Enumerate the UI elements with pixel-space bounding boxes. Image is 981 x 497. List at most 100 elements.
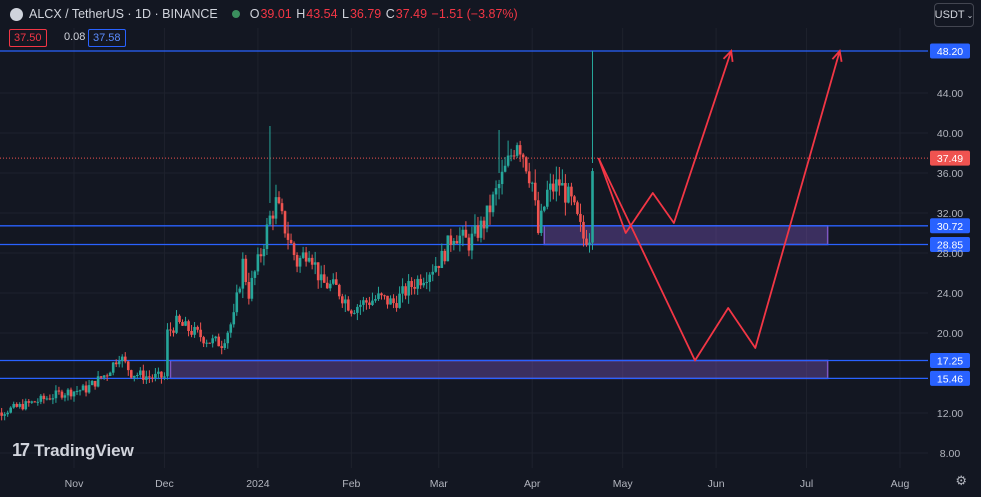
price-tick-label: 28.85 <box>937 240 963 252</box>
candle-body <box>244 258 248 282</box>
low-value: 36.79 <box>349 7 382 21</box>
candle-body <box>419 278 422 286</box>
tradingview-logo[interactable]: 17 TradingView <box>12 440 134 461</box>
candle-body <box>18 403 22 407</box>
zones <box>169 225 829 380</box>
price-tick-label: 24.00 <box>937 288 963 300</box>
time-tick-label: Apr <box>524 478 541 490</box>
candle-body <box>374 299 377 301</box>
candle-body <box>552 183 555 192</box>
time-axis[interactable]: Nov Dec 2024 Feb Mar Apr May Jun Jul Aug <box>65 478 910 490</box>
candle-body <box>208 342 211 344</box>
time-tick-label: Jul <box>800 478 813 490</box>
candle-body <box>398 293 401 308</box>
chart-header: ALCX / TetherUS · 1D · BINANCE O39.01 H4… <box>0 0 519 28</box>
candle-body <box>536 200 540 233</box>
currency-label: USDT <box>934 9 965 21</box>
level-price-tag <box>930 218 970 234</box>
candle-body <box>365 300 368 303</box>
candle-body <box>371 300 374 305</box>
candle-body <box>524 157 528 172</box>
price-tick-label: 17.25 <box>937 356 963 368</box>
candle-body <box>87 385 91 393</box>
candle-body <box>353 312 356 314</box>
candle-body <box>518 145 522 155</box>
candle-body <box>407 281 410 296</box>
candle-body <box>190 330 193 335</box>
candle-body <box>60 391 64 398</box>
candle-body <box>313 262 317 265</box>
high-value: 43.54 <box>306 7 338 21</box>
currency-button[interactable]: USDT ⌄ <box>934 3 974 27</box>
candle-body <box>301 252 305 258</box>
candle-body <box>458 235 462 244</box>
projection-arrows <box>597 49 843 362</box>
candle-body <box>274 197 278 219</box>
candle-body <box>470 233 474 251</box>
candle-body <box>154 373 157 378</box>
projection-arrow[interactable] <box>597 50 733 234</box>
candle-body <box>3 414 6 416</box>
candle-body <box>340 296 344 304</box>
projection-arrow[interactable] <box>597 50 841 362</box>
price-tick-label: 8.00 <box>940 448 961 460</box>
gear-icon[interactable]: ⚙ <box>955 473 967 488</box>
candle-body <box>169 329 172 331</box>
chevron-down-icon: ⌄ <box>966 10 974 20</box>
candle-body <box>280 203 284 212</box>
candle-body <box>42 395 46 400</box>
candle-body <box>482 220 486 229</box>
candle-body <box>479 220 483 238</box>
candle-body <box>473 225 477 234</box>
candle-body <box>455 240 459 244</box>
buy-price-button[interactable]: 37.58 <box>88 29 126 47</box>
candle-body <box>181 322 184 326</box>
candle-body <box>238 288 242 293</box>
candle-body <box>539 210 543 233</box>
candle-body <box>151 377 154 379</box>
level-price-tag <box>930 353 970 368</box>
candle-body <box>316 262 320 281</box>
candle-body <box>377 293 380 300</box>
candle-body <box>392 298 395 304</box>
candle-body <box>449 235 453 245</box>
candle-body <box>66 389 70 396</box>
candle-body <box>229 324 233 333</box>
price-tick-label: 20.00 <box>937 328 963 340</box>
candle-body <box>485 205 489 229</box>
candle-body <box>277 197 281 204</box>
candle-body <box>452 240 456 245</box>
candle-body <box>102 375 106 378</box>
candle-body <box>549 183 552 190</box>
price-tick-label: 15.46 <box>937 373 963 385</box>
candle-body <box>579 213 582 222</box>
candle-body <box>54 390 58 399</box>
symbol-title[interactable]: ALCX / TetherUS · 1D · BINANCE <box>29 7 218 21</box>
candle-body <box>347 299 350 311</box>
high-label: H <box>296 7 306 21</box>
candle-body <box>350 310 353 314</box>
candle-body <box>142 370 145 380</box>
candle-body <box>573 196 576 203</box>
zone-box[interactable] <box>169 359 829 380</box>
candle-body <box>271 215 275 219</box>
candle-body <box>422 282 425 286</box>
candle-body <box>39 395 43 402</box>
candle-body <box>57 390 61 392</box>
candle-body <box>84 385 88 393</box>
time-tick-label: 2024 <box>246 478 270 490</box>
candle-body <box>437 265 441 268</box>
sell-price-button[interactable]: 37.50 <box>9 29 47 47</box>
candles <box>0 51 594 421</box>
candle-body <box>96 376 100 387</box>
candle-body <box>494 188 498 195</box>
open-value: 39.01 <box>260 7 292 21</box>
candle-body <box>443 250 447 262</box>
candle-body <box>521 154 525 158</box>
candle-body <box>126 361 130 371</box>
candle-body <box>223 343 227 348</box>
candle-body <box>428 274 432 283</box>
candle-body <box>570 186 573 197</box>
